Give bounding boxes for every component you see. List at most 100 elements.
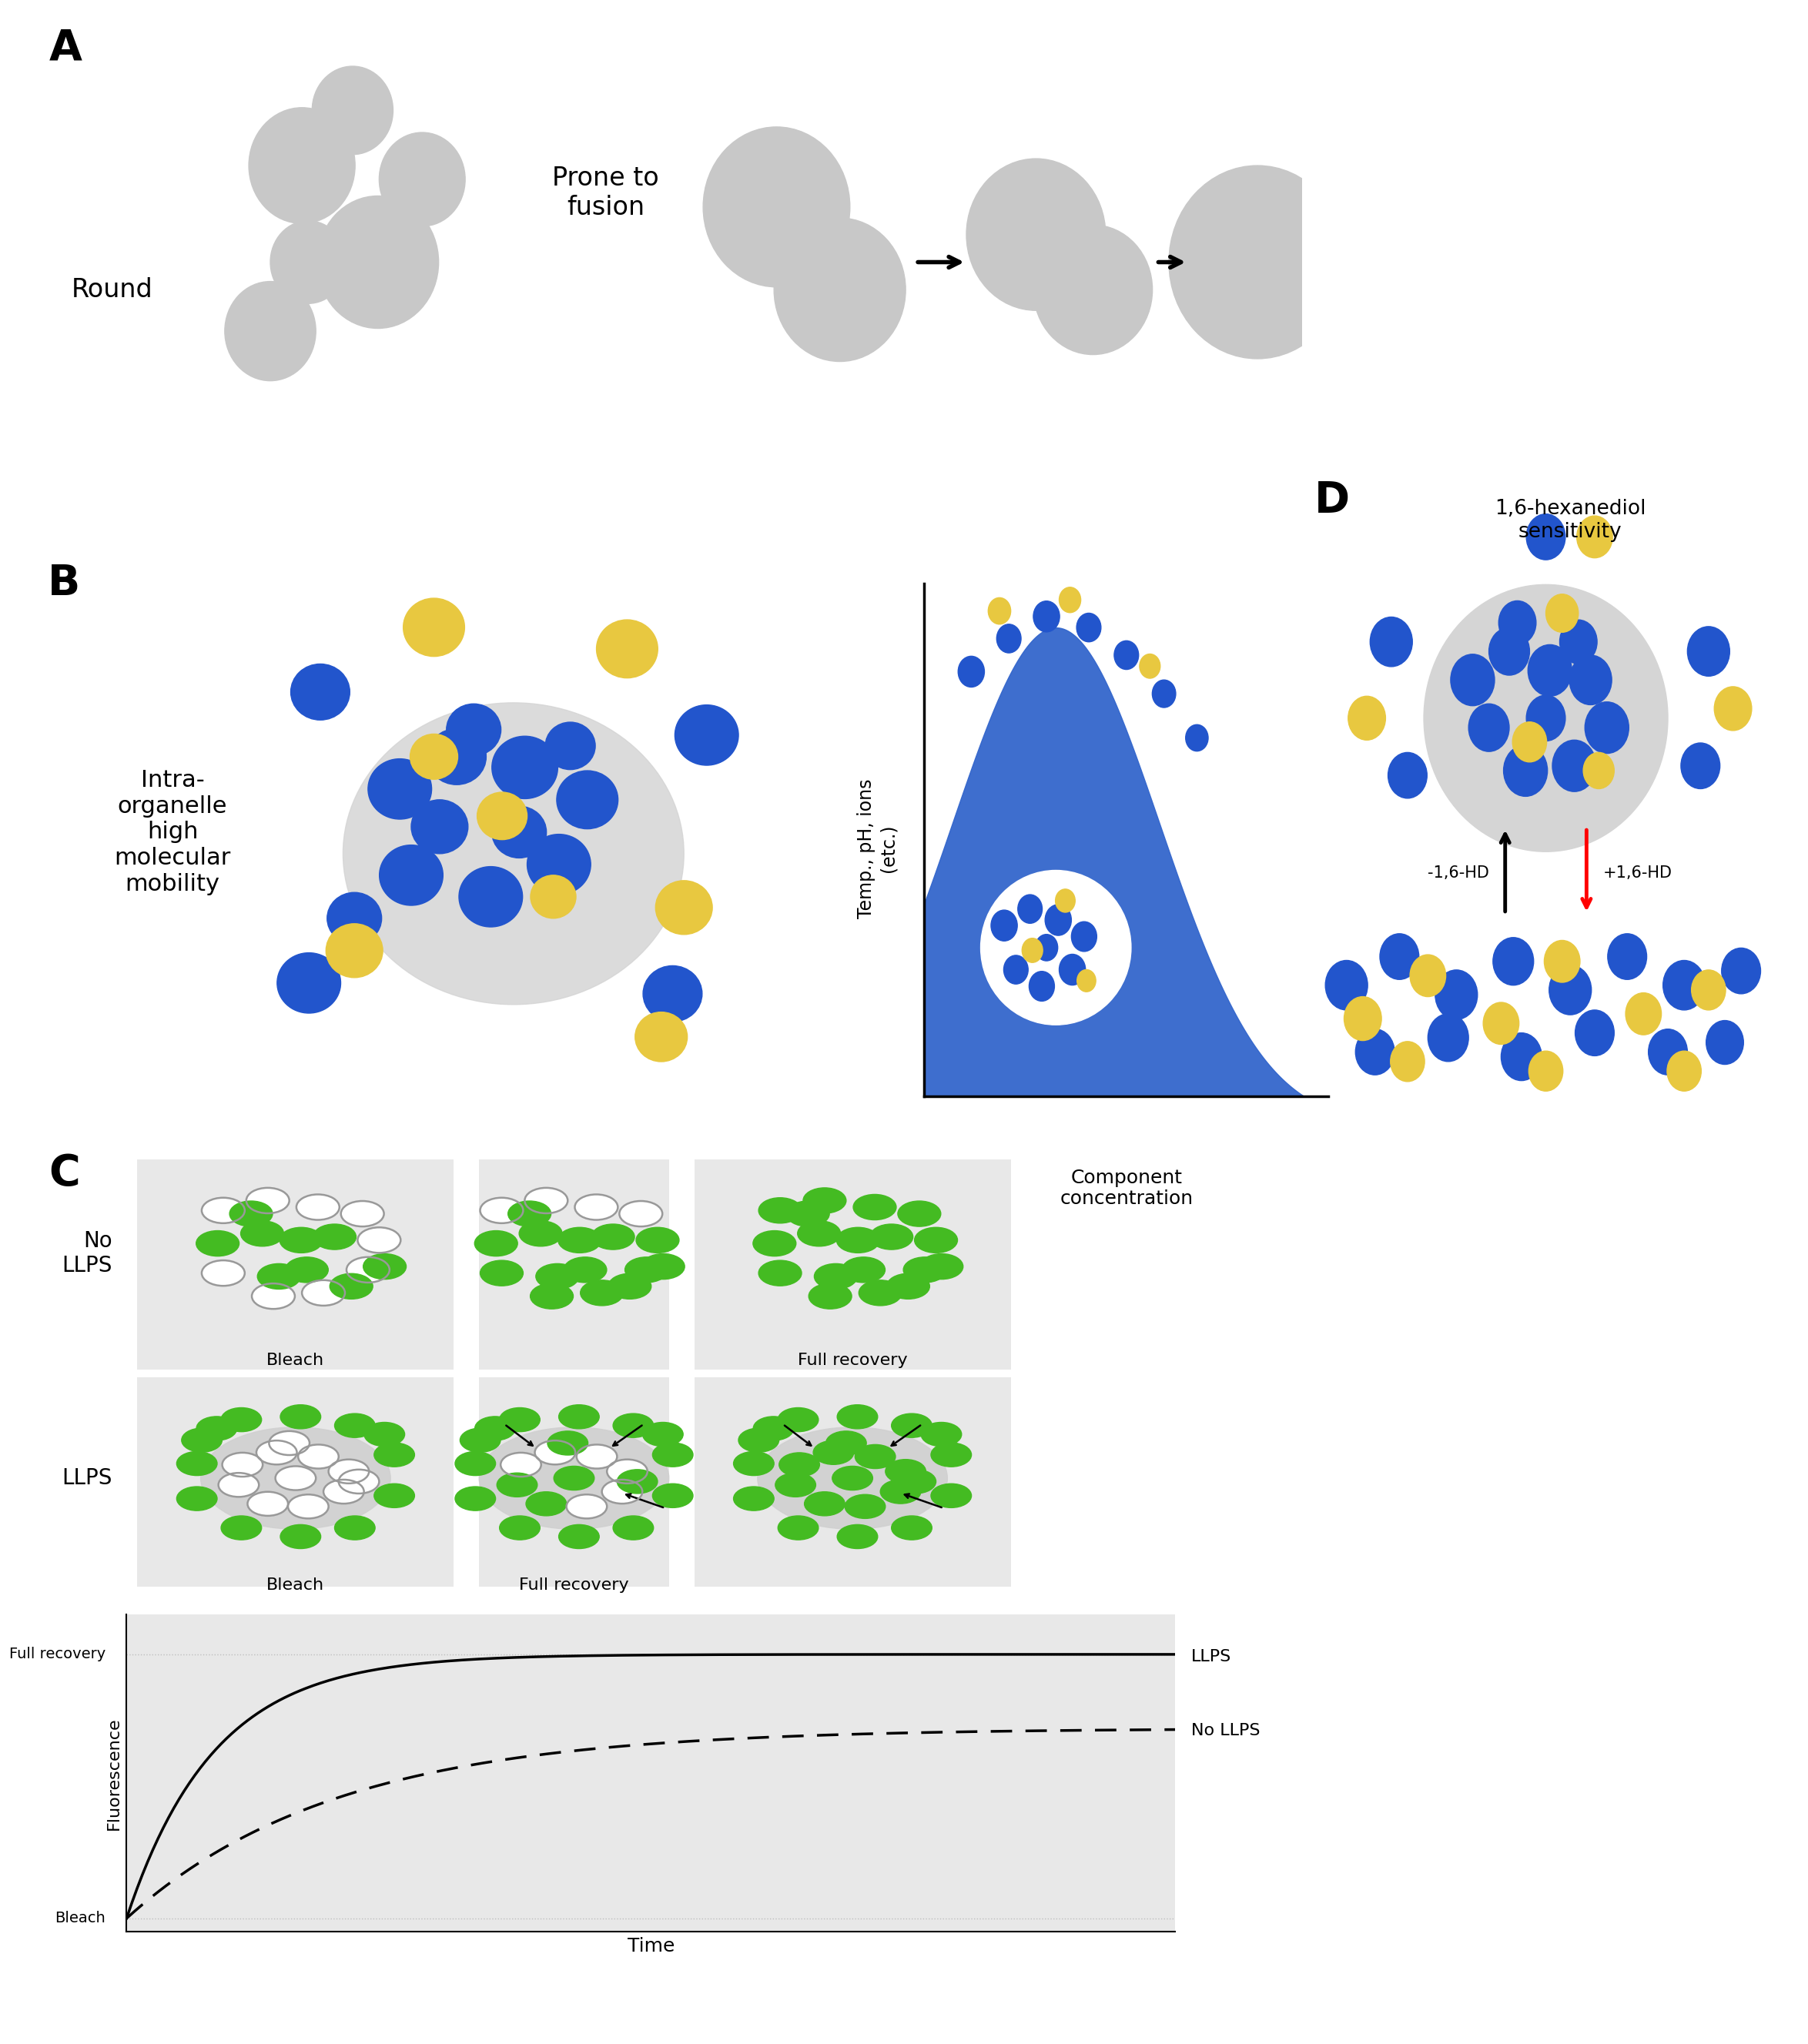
Circle shape	[280, 1525, 320, 1549]
Circle shape	[492, 805, 546, 858]
Circle shape	[427, 728, 486, 785]
Circle shape	[298, 1445, 338, 1468]
Circle shape	[177, 1451, 217, 1476]
Text: D: D	[1314, 480, 1349, 521]
Circle shape	[410, 799, 468, 854]
Text: Bleach: Bleach	[268, 1578, 324, 1592]
Circle shape	[895, 1470, 937, 1494]
Circle shape	[1370, 617, 1412, 666]
Circle shape	[577, 1445, 617, 1468]
Text: C: C	[49, 1153, 80, 1194]
Circle shape	[859, 1280, 902, 1306]
Circle shape	[826, 1431, 866, 1455]
Circle shape	[653, 1443, 692, 1468]
Circle shape	[786, 1202, 830, 1226]
Circle shape	[202, 1261, 244, 1286]
Circle shape	[1721, 948, 1761, 993]
Circle shape	[613, 1414, 653, 1437]
Circle shape	[219, 1474, 259, 1496]
Circle shape	[492, 736, 559, 799]
Circle shape	[1059, 587, 1081, 613]
Text: Round: Round	[71, 278, 154, 303]
Circle shape	[1560, 619, 1596, 664]
Circle shape	[447, 703, 501, 756]
Circle shape	[519, 1220, 562, 1247]
Circle shape	[1504, 744, 1548, 797]
Circle shape	[280, 1226, 322, 1253]
Text: Prone to
fusion: Prone to fusion	[551, 166, 660, 221]
Circle shape	[626, 1257, 667, 1282]
Circle shape	[754, 1416, 794, 1441]
Circle shape	[1663, 961, 1705, 1010]
Circle shape	[734, 1486, 774, 1511]
Circle shape	[1553, 740, 1596, 791]
Circle shape	[342, 1202, 383, 1226]
Circle shape	[607, 1459, 647, 1484]
Circle shape	[369, 758, 432, 820]
Circle shape	[653, 1484, 692, 1508]
Circle shape	[221, 1408, 262, 1431]
Circle shape	[642, 1423, 683, 1447]
Circle shape	[958, 656, 984, 687]
Circle shape	[1490, 628, 1530, 675]
Circle shape	[508, 1202, 551, 1226]
Circle shape	[870, 1224, 913, 1249]
Circle shape	[1584, 752, 1615, 789]
Circle shape	[644, 965, 702, 1022]
Circle shape	[1034, 225, 1152, 354]
Circle shape	[559, 1404, 598, 1429]
Text: No
LLPS: No LLPS	[61, 1230, 112, 1278]
Circle shape	[759, 1198, 801, 1222]
Circle shape	[1528, 644, 1571, 697]
Circle shape	[459, 1429, 501, 1451]
Circle shape	[1546, 595, 1578, 632]
Circle shape	[559, 1525, 598, 1549]
FancyBboxPatch shape	[694, 1159, 1011, 1369]
Circle shape	[844, 1494, 886, 1519]
Circle shape	[459, 867, 523, 926]
Circle shape	[1526, 513, 1566, 560]
Circle shape	[329, 1459, 369, 1484]
Circle shape	[287, 1494, 329, 1519]
Circle shape	[967, 159, 1106, 311]
Circle shape	[222, 1453, 262, 1476]
Circle shape	[886, 1459, 926, 1484]
Circle shape	[1380, 934, 1419, 979]
Circle shape	[805, 1492, 844, 1517]
Circle shape	[591, 1224, 635, 1249]
Circle shape	[271, 221, 347, 303]
Text: LLPS: LLPS	[61, 1468, 112, 1488]
Circle shape	[251, 1284, 295, 1308]
Circle shape	[1468, 703, 1510, 752]
Circle shape	[257, 1263, 300, 1290]
Circle shape	[636, 1226, 680, 1253]
Circle shape	[1022, 938, 1043, 963]
FancyBboxPatch shape	[137, 1159, 454, 1369]
Circle shape	[230, 1202, 273, 1226]
Circle shape	[277, 953, 340, 1014]
Circle shape	[1139, 654, 1161, 679]
Circle shape	[477, 793, 528, 840]
Circle shape	[642, 1253, 685, 1280]
Text: Bleach: Bleach	[268, 1353, 324, 1367]
Circle shape	[575, 1194, 618, 1220]
Circle shape	[920, 1253, 964, 1280]
Circle shape	[363, 1423, 405, 1447]
Circle shape	[853, 1194, 897, 1220]
Circle shape	[915, 1226, 958, 1253]
Circle shape	[797, 1220, 841, 1247]
Circle shape	[656, 881, 712, 934]
Circle shape	[197, 1416, 237, 1441]
Circle shape	[456, 1451, 495, 1476]
Circle shape	[1692, 971, 1725, 1010]
Circle shape	[1152, 681, 1175, 707]
Circle shape	[931, 1443, 971, 1468]
Circle shape	[224, 282, 316, 380]
Circle shape	[617, 1470, 658, 1494]
Circle shape	[269, 1431, 309, 1455]
Circle shape	[374, 1484, 414, 1508]
Circle shape	[338, 1470, 380, 1494]
Circle shape	[410, 734, 457, 779]
Circle shape	[1450, 654, 1495, 705]
Circle shape	[891, 1414, 931, 1437]
